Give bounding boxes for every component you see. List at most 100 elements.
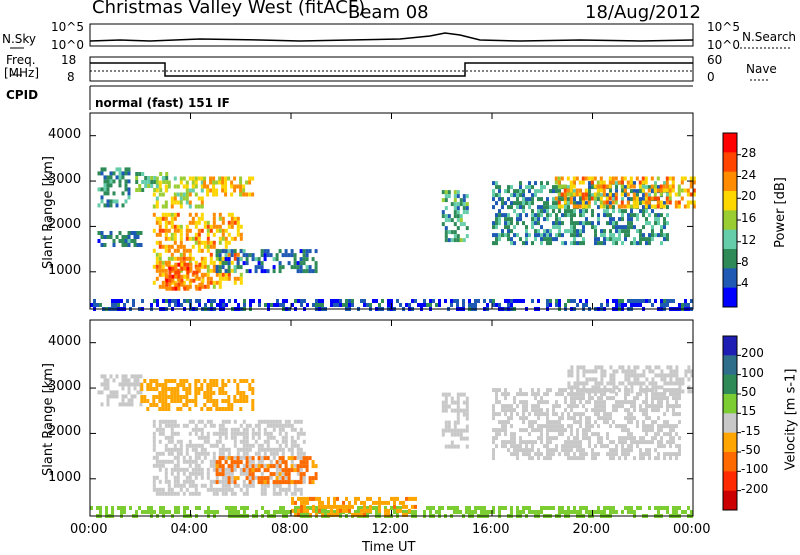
velocity-cell [164, 475, 168, 480]
power-cell [215, 188, 219, 193]
velocity-cell [236, 476, 240, 481]
velocity-cell [456, 432, 460, 437]
noise-right-bottom: 10^0 [707, 38, 740, 52]
velocity-cell [242, 399, 246, 403]
power-cell [170, 216, 174, 221]
velocity-cell [182, 459, 186, 464]
velocity-cell [191, 483, 195, 488]
power-cell [572, 176, 576, 181]
velocity-cell [675, 452, 678, 457]
colorbar-swatch [723, 355, 737, 376]
power-cell [227, 272, 231, 277]
velocity-cell [609, 440, 612, 445]
velocity-cell [660, 369, 664, 374]
power-cell [522, 205, 525, 210]
velocity-cell [167, 479, 171, 484]
power-cell [179, 224, 183, 229]
power-cell [516, 221, 519, 226]
power-cell [516, 213, 519, 218]
velocity-cell [519, 444, 522, 449]
power-cell [567, 205, 570, 210]
velocity-cell [224, 447, 228, 452]
power-cell [609, 217, 612, 222]
velocity-cell [603, 373, 607, 378]
x-tick-label: 00:00 [70, 522, 108, 537]
power-cell [602, 204, 606, 209]
velocity-cell [618, 424, 621, 429]
velocity-cell [507, 420, 510, 425]
power-cell [558, 229, 561, 234]
velocity-cell [504, 444, 507, 449]
power-cell [156, 303, 159, 307]
velocity-cell [579, 365, 583, 370]
power-cell [581, 192, 585, 197]
velocity-cell [429, 506, 432, 510]
velocity-cell [233, 439, 237, 444]
velocity-cell [197, 443, 201, 448]
velocity-cell [158, 407, 162, 411]
colorbar-swatch [723, 191, 737, 211]
velocity-cell [519, 400, 522, 405]
velocity-cell [597, 408, 600, 413]
power-cell [621, 225, 624, 230]
power-cell [630, 197, 633, 202]
power-cell [173, 176, 177, 181]
power-cell [597, 237, 600, 242]
power-cell [665, 176, 669, 181]
power-cell [212, 180, 216, 185]
power-cell [438, 303, 441, 307]
velocity-cell [176, 423, 180, 428]
velocity-cell [197, 451, 201, 456]
velocity-cell [194, 451, 198, 456]
velocity-cell [552, 452, 555, 457]
velocity-cell [573, 452, 576, 457]
power-cell [575, 176, 579, 181]
power-cell [692, 192, 696, 197]
velocity-cell [191, 491, 195, 496]
power-cell [308, 265, 312, 270]
velocity-cell [651, 377, 655, 382]
power-cell [124, 183, 128, 188]
velocity-cell [173, 467, 177, 472]
velocity-cell [224, 491, 228, 496]
velocity-cell [444, 404, 448, 409]
velocity-cell [441, 432, 445, 437]
velocity-cell [191, 471, 195, 476]
velocity-cell [453, 400, 457, 405]
power-cell [109, 179, 113, 184]
velocity-cell [642, 369, 646, 374]
velocity-cell [405, 504, 408, 509]
colorbar-swatch [723, 336, 737, 356]
power-cell [127, 171, 131, 176]
power-cell [593, 184, 597, 189]
power-cell [390, 299, 393, 303]
velocity-cell [591, 389, 595, 394]
velocity-cell [143, 379, 147, 383]
velocity-cell [105, 506, 108, 510]
colorbar-tick-label: 200 [741, 346, 764, 361]
velocity-cell [149, 403, 153, 407]
velocity-cell [218, 487, 222, 492]
velocity-cell [570, 389, 574, 394]
velocity-cell [150, 510, 153, 514]
power-cell [203, 256, 207, 261]
velocity-cell [200, 431, 204, 436]
velocity-cell [185, 387, 189, 391]
velocity-cell [278, 472, 282, 477]
velocity-cell [618, 440, 621, 445]
velocity-cell [236, 391, 240, 395]
power-cell [639, 237, 642, 242]
power-cell [192, 270, 196, 275]
velocity-cell [462, 436, 466, 441]
velocity-cell [633, 436, 636, 441]
power-cell [692, 200, 696, 205]
velocity-cell [522, 440, 525, 445]
velocity-cell [176, 387, 180, 391]
velocity-cell [302, 431, 306, 436]
power-cell [560, 204, 564, 209]
velocity-cell [579, 381, 583, 386]
velocity-cell [549, 428, 552, 433]
velocity-cell [603, 392, 606, 397]
power-cell [519, 185, 522, 190]
freq-right-label: Nave [746, 62, 777, 76]
